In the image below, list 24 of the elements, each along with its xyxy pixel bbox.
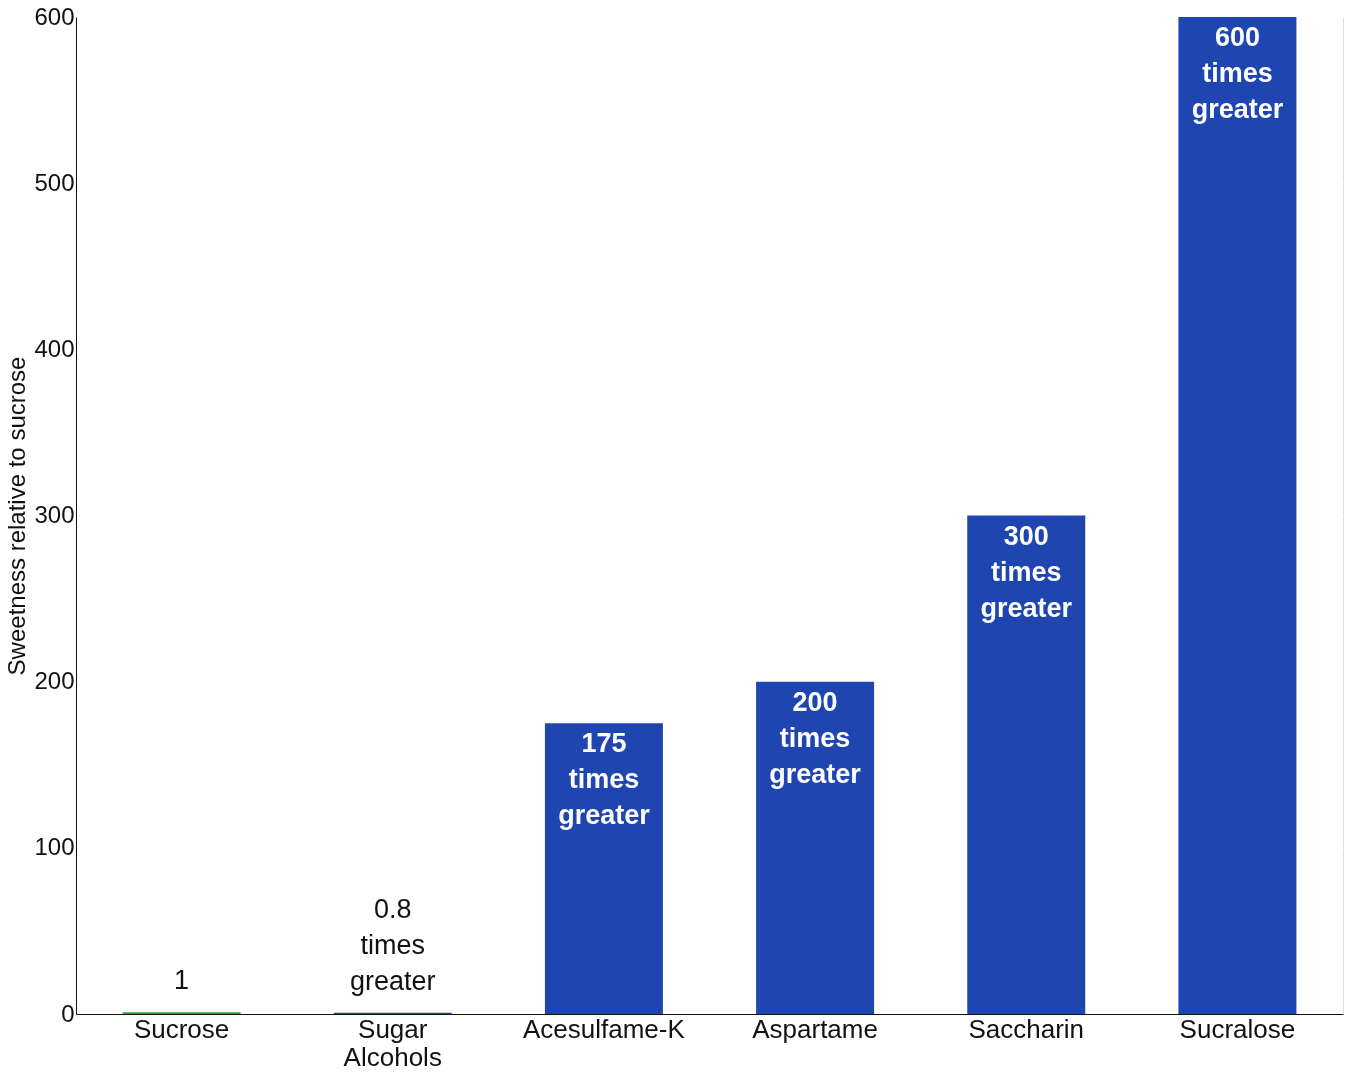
bar <box>756 681 875 1014</box>
y-tick-label: 300 <box>34 501 75 528</box>
x-tick-label: Sucralose <box>1179 1013 1296 1044</box>
y-tick-label: 400 <box>34 334 75 362</box>
y-tick-label: 100 <box>34 833 75 861</box>
data-label: 300 times greater <box>980 520 1073 623</box>
y-tick-label: 600 <box>34 2 75 30</box>
y-axis-title: Sweetness relative to sucrose <box>3 356 31 676</box>
x-tick-label: Sugar Alcohols <box>343 1013 442 1072</box>
data-label: 0.8 times greater <box>349 893 436 996</box>
data-label: 200 times greater <box>769 686 862 789</box>
bar <box>1178 17 1297 1014</box>
y-tick-label: 500 <box>34 168 75 196</box>
data-label: 175 times greater <box>558 728 651 831</box>
x-tick-label: Saccharin <box>968 1013 1085 1044</box>
bar <box>967 515 1086 1014</box>
data-label: 1 <box>174 965 190 996</box>
data-label: 600 times greater <box>1191 22 1284 124</box>
x-tick-label: Acesulfame-K <box>522 1013 686 1044</box>
bar <box>544 723 663 1014</box>
y-tick-label: 200 <box>34 667 75 695</box>
x-tick-label: Aspartame <box>752 1013 878 1044</box>
x-tick-label: Sucrose <box>133 1013 230 1044</box>
y-tick-label: 0 <box>61 999 75 1027</box>
